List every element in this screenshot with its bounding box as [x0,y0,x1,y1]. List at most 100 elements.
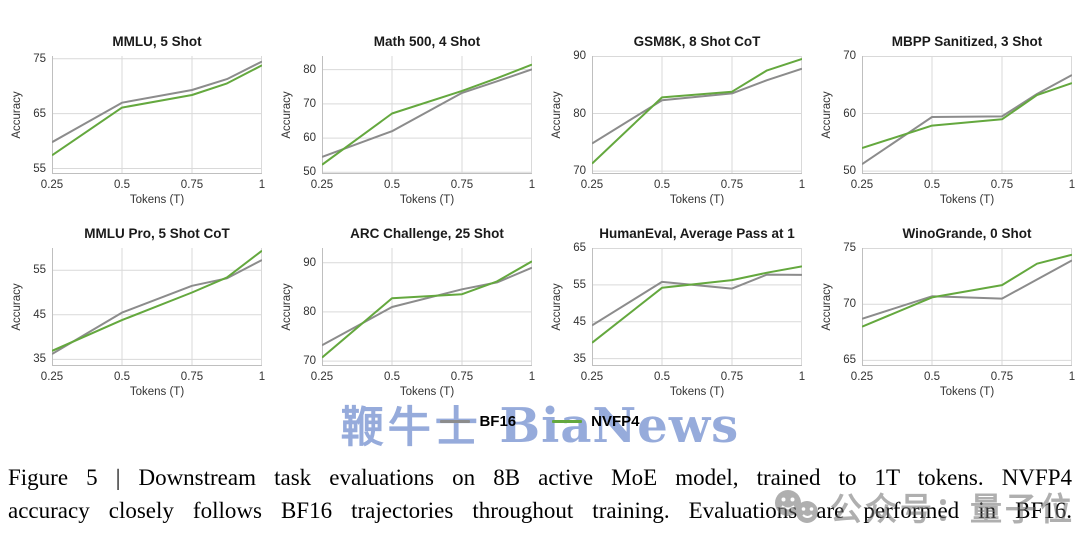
x-tick-label: 0.75 [180,179,204,191]
legend: BF16 NVFP4 [0,413,1080,430]
y-tick-label: 70 [303,355,316,368]
y-tick-label: 80 [303,305,316,318]
bianews-watermark-latin: BiaNews [499,398,740,454]
nvfp4-line [52,249,262,352]
x-tick-label: 0.75 [180,371,204,383]
x-tick-label: 0.25 [850,371,874,383]
y-tick-label: 60 [303,132,316,145]
x-tick-label: 0.75 [450,371,474,383]
x-tick-label: 0.25 [580,179,604,191]
y-tick-label: 80 [573,107,586,120]
nvfp4-line [862,82,1072,150]
y-tick-label: 75 [33,52,46,65]
y-tick-label: 65 [843,354,856,367]
x-axis-label: Tokens (T) [399,194,455,206]
x-tick-label: 0.5 [924,371,940,383]
y-tick-label: 60 [843,107,856,120]
y-tick-label: 90 [573,50,586,62]
chart-title: ARC Challenge, 25 Shot [350,226,504,241]
caption-line-1: Figure 5 | Downstream task evaluations o… [8,465,1072,490]
x-tick-label: 0.25 [40,179,64,191]
nvfp4-line [862,253,1072,328]
subplot-grid: MMLU, 5 Shot Accuracy 55 65 75 0.25 0.5 0.75 1 To… [0,20,1080,404]
nvfp4-line [592,265,802,344]
bianews-watermark-cjk: 鞭牛士 [340,403,482,453]
x-axis-label: Tokens (T) [669,386,725,398]
legend-item-bf16: BF16 [440,413,516,430]
plot-area [592,248,802,366]
chart-title: MBPP Sanitized, 3 Shot [891,34,1043,49]
bf16-line [322,266,532,347]
chart-title: MMLU, 5 Shot [112,34,202,49]
subplot-mmlu-pro-5-shot-cot: MMLU Pro, 5 Shot CoT Accuracy 35 45 55 0.25 0.… [0,212,270,404]
bf16-line [52,60,262,144]
plot-area [52,56,262,174]
x-tick-label: 0.5 [654,179,670,191]
x-tick-label: 0.5 [384,179,400,191]
subplot-arc-challenge-25-shot: ARC Challenge, 25 Shot Accuracy 70 80 90 0.25… [270,212,540,404]
figure-caption: Figure 5 | Downstream task evaluations o… [8,462,1072,527]
y-tick-label: 55 [573,278,586,291]
y-tick-label: 70 [843,50,856,62]
x-tick-label: 0.5 [384,371,400,383]
x-tick-label: 0.75 [720,179,744,191]
x-axis-label: Tokens (T) [669,194,725,206]
x-tick-label: 0.5 [114,179,130,191]
nvfp4-line [52,64,262,157]
y-tick-label: 50 [303,166,316,179]
bf16-line-swatch [440,420,471,423]
x-tick-label: 1 [1068,179,1076,191]
subplot-math-500-4-shot: Math 500, 4 Shot Accuracy 50 60 70 80 0.25 0.5 0… [270,20,540,212]
subplot-winogrande-0-shot: WinoGrande, 0 Shot Accuracy 65 70 75 0.25 0.5 0… [810,212,1080,404]
y-tick-label: 70 [843,298,856,311]
plot-area [592,56,802,174]
nvfp4-line [322,63,532,166]
x-tick-label: 0.75 [990,371,1014,383]
x-tick-label: 1 [798,179,806,191]
x-axis-label: Tokens (T) [129,386,185,398]
subplot-humaneval-average-pass-at-1: HumanEval, Average Pass at 1 Accuracy 35 45… [540,212,810,404]
x-tick-label: 0.25 [310,371,334,383]
y-tick-label: 45 [573,315,586,328]
bf16-line [862,259,1072,320]
plot-area [52,248,262,366]
x-axis-label: Tokens (T) [399,386,455,398]
x-tick-label: 1 [1068,371,1076,383]
y-tick-label: 80 [303,63,316,76]
plot-area [322,56,532,174]
y-tick-label: 35 [573,352,586,365]
legend-item-nvfp4: NVFP4 [552,413,640,430]
chart-title: WinoGrande, 0 Shot [902,226,1032,241]
x-tick-label: 0.25 [580,371,604,383]
bf16-line [52,259,262,355]
y-tick-label: 65 [33,107,46,120]
x-tick-label: 0.75 [450,179,474,191]
plot-area [322,248,532,366]
x-axis-label: Tokens (T) [939,386,995,398]
y-tick-label: 65 [573,242,586,254]
nvfp4-line-swatch [552,420,583,423]
x-tick-label: 0.5 [114,371,130,383]
x-tick-label: 0.75 [990,179,1014,191]
subplot-gsm8k-8-shot-cot: GSM8K, 8 Shot CoT Accuracy 70 80 90 0.25 0.5 0.… [540,20,810,212]
x-tick-label: 1 [798,371,806,383]
chart-title: MMLU Pro, 5 Shot CoT [84,226,230,241]
y-tick-label: 55 [33,162,46,175]
x-tick-label: 0.75 [720,371,744,383]
x-tick-label: 0.25 [850,179,874,191]
x-tick-label: 1 [258,179,266,191]
x-tick-label: 0.5 [924,179,940,191]
chart-title: Math 500, 4 Shot [373,34,481,49]
x-tick-label: 0.25 [40,371,64,383]
nvfp4-line [322,260,532,359]
x-tick-label: 1 [528,179,536,191]
x-axis-label: Tokens (T) [129,194,185,206]
caption-line-2: accuracy closely follows BF16 trajectori… [8,497,1072,523]
y-tick-label: 45 [33,308,46,321]
y-tick-label: 70 [573,165,586,178]
y-tick-label: 50 [843,165,856,178]
subplot-mbpp-sanitized-3-shot: MBPP Sanitized, 3 Shot Accuracy 50 60 70 0.25… [810,20,1080,212]
subplot-mmlu-5-shot: MMLU, 5 Shot Accuracy 55 65 75 0.25 0.5 0.75 1 To… [0,20,270,212]
legend-label-nvfp4: NVFP4 [591,413,640,430]
